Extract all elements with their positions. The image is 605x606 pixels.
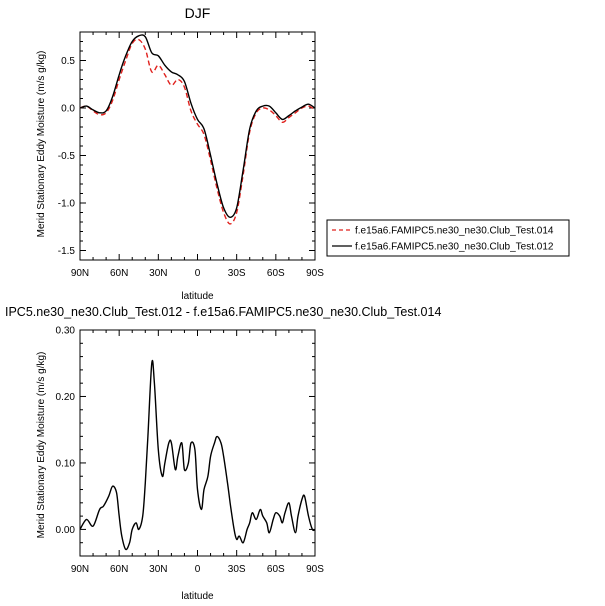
top-chart-y-tick-label: 0.0 bbox=[61, 104, 75, 115]
bottom-chart-x-tick-label: 60N bbox=[110, 564, 128, 575]
bottom-chart-y-tick-label: 0.00 bbox=[56, 525, 76, 536]
top-chart-x-tick-label: 60N bbox=[110, 268, 128, 279]
bottom-chart-y-tick-label: 0.10 bbox=[56, 458, 76, 469]
top-chart-x-axis-label: latitude bbox=[181, 291, 214, 302]
top-chart-x-tick-label: 90N bbox=[71, 268, 89, 279]
legend-label-test-012: f.e15a6.FAMIPC5.ne30_ne30.Club_Test.012 bbox=[355, 242, 554, 253]
top-chart-x-tick-label: 0 bbox=[195, 268, 201, 279]
bottom-chart-y-tick-label: 0.20 bbox=[56, 392, 76, 403]
top-chart-y-axis-label: Merid Stationary Eddy Moisture (m/s g/kg… bbox=[36, 51, 47, 238]
top-chart-y-tick-label: 0.5 bbox=[61, 56, 75, 67]
legend-label-test-014: f.e15a6.FAMIPC5.ne30_ne30.Club_Test.014 bbox=[355, 226, 554, 237]
bottom-chart-y-axis-label: Merid Stationary Eddy Moisture (m/s g/kg… bbox=[36, 352, 47, 539]
bottom-chart-y-tick-label: 0.30 bbox=[56, 326, 76, 337]
bottom-chart-x-tick-label: 0 bbox=[195, 564, 201, 575]
top-chart-x-tick-label: 30N bbox=[149, 268, 167, 279]
bottom-chart-x-tick-label: 90N bbox=[71, 564, 89, 575]
top-chart-y-tick-label: -1.0 bbox=[58, 199, 76, 210]
bottom-chart-x-axis-label: latitude bbox=[181, 591, 214, 602]
top-chart-x-tick-label: 60S bbox=[267, 268, 285, 279]
bottom-chart-x-tick-label: 30N bbox=[149, 564, 167, 575]
bottom-chart-series-line-0 bbox=[79, 359, 316, 551]
top-chart-legend: f.e15a6.FAMIPC5.ne30_ne30.Club_Test.014 … bbox=[326, 219, 570, 257]
top-chart-series-line-1 bbox=[79, 34, 316, 218]
top-chart-y-tick-label: -0.5 bbox=[58, 151, 76, 162]
top-chart-y-tick-label: -1.5 bbox=[58, 246, 76, 257]
bottom-chart-x-tick-label: 90S bbox=[306, 564, 324, 575]
bottom-chart-x-tick-label: 30S bbox=[228, 564, 246, 575]
bottom-chart-plot-frame bbox=[79, 329, 316, 557]
top-chart-x-tick-label: 30S bbox=[228, 268, 246, 279]
top-chart-series-line-0 bbox=[79, 38, 316, 225]
top-chart-title: DJF bbox=[185, 5, 211, 21]
bottom-chart: IPC5.ne30_ne30.Club_Test.012 - f.e15a6.F… bbox=[5, 305, 441, 602]
bottom-chart-x-tick-label: 60S bbox=[267, 564, 285, 575]
bottom-chart-title: IPC5.ne30_ne30.Club_Test.012 - f.e15a6.F… bbox=[5, 305, 441, 319]
top-chart: DJF Merid Stationary Eddy Moisture (m/s … bbox=[36, 5, 324, 302]
top-chart-plot-frame bbox=[79, 31, 316, 261]
top-chart-x-tick-label: 90S bbox=[306, 268, 324, 279]
legend-frame bbox=[326, 219, 570, 257]
